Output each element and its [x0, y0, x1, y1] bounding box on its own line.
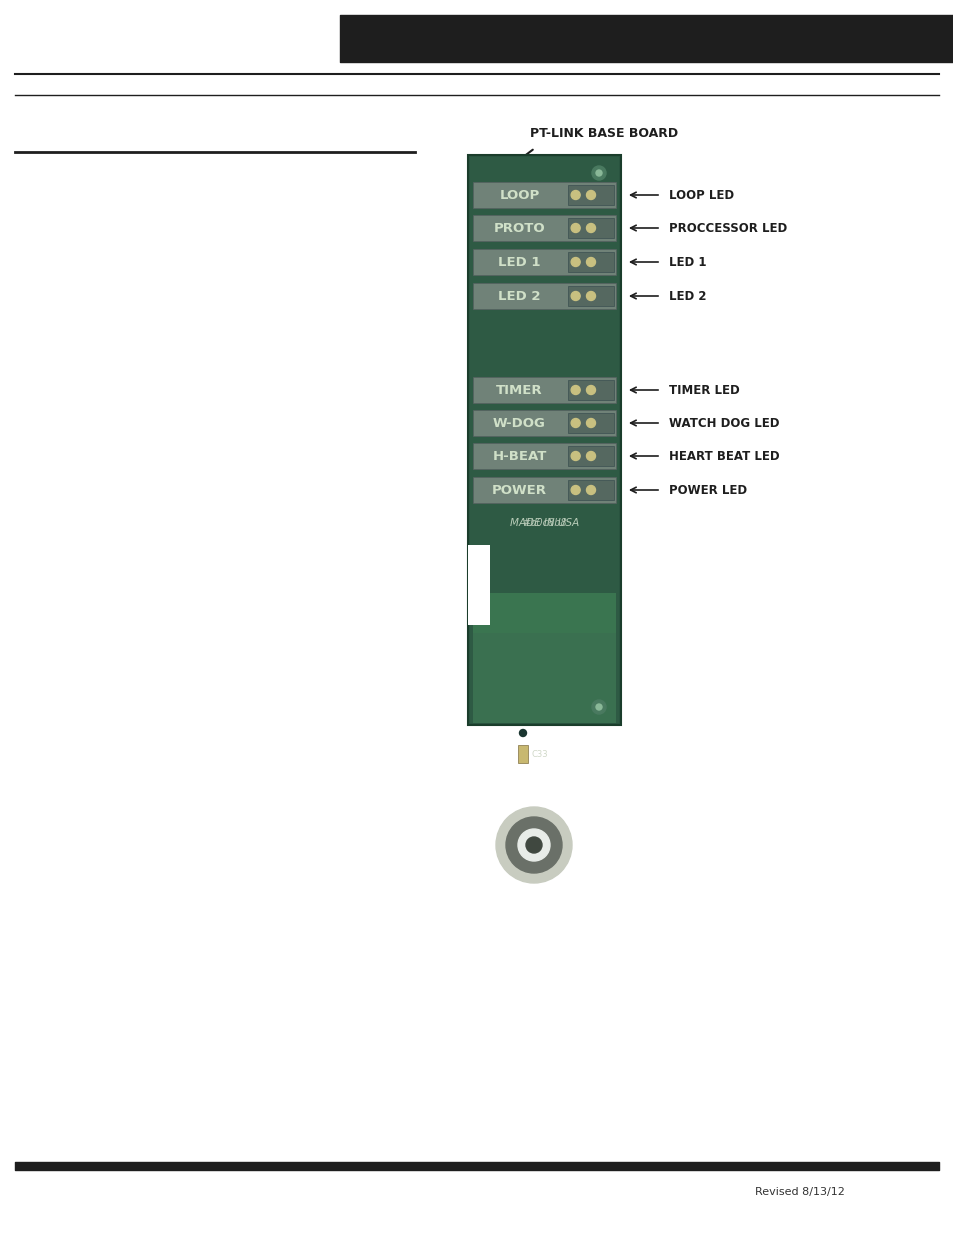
Bar	[473, 377, 616, 403]
Text: W-DOG: W-DOG	[493, 416, 545, 430]
Circle shape	[571, 485, 579, 494]
Bar	[473, 249, 616, 275]
Bar	[473, 477, 616, 503]
Circle shape	[586, 419, 595, 427]
Circle shape	[525, 837, 541, 853]
Bar	[567, 185, 614, 205]
Text: TIMER: TIMER	[496, 384, 542, 396]
Circle shape	[586, 485, 595, 494]
Bar	[567, 252, 614, 272]
Bar	[473, 634, 616, 722]
Circle shape	[586, 224, 595, 232]
Text: LED 1: LED 1	[497, 256, 540, 268]
Text: LOOP: LOOP	[498, 189, 539, 201]
Text: WATCH DOG LED: WATCH DOG LED	[668, 416, 779, 430]
Bar	[567, 287, 614, 306]
Bar	[470, 157, 618, 722]
Bar	[468, 156, 620, 725]
Bar	[468, 545, 490, 625]
Text: POWER LED: POWER LED	[668, 483, 746, 496]
Bar	[473, 182, 616, 207]
Bar	[473, 215, 616, 241]
Text: PROTO: PROTO	[493, 221, 545, 235]
Bar	[473, 283, 616, 309]
Bar	[567, 219, 614, 238]
Circle shape	[596, 170, 601, 177]
Circle shape	[571, 385, 579, 394]
Circle shape	[586, 291, 595, 300]
Text: PT-LINK BASE BOARD: PT-LINK BASE BOARD	[530, 126, 678, 140]
Text: H-BEAT: H-BEAT	[492, 450, 546, 462]
Bar	[567, 380, 614, 400]
Text: LED 2: LED 2	[497, 289, 540, 303]
Bar	[567, 446, 614, 466]
Bar	[517, 745, 527, 763]
Circle shape	[596, 704, 601, 710]
Text: C33: C33	[532, 750, 548, 758]
Circle shape	[571, 224, 579, 232]
Text: LOOP LED: LOOP LED	[668, 189, 734, 201]
Text: LED 2: LED 2	[668, 289, 706, 303]
Text: HEART BEAT LED: HEART BEAT LED	[668, 450, 779, 462]
Bar	[473, 410, 616, 436]
Bar	[567, 412, 614, 433]
Text: PROCCESSOR LED: PROCCESSOR LED	[668, 221, 786, 235]
Text: MADE IN USA: MADE IN USA	[509, 517, 578, 529]
Bar	[567, 480, 614, 500]
Circle shape	[571, 291, 579, 300]
Circle shape	[592, 165, 605, 180]
Circle shape	[592, 700, 605, 714]
Text: LED 1: LED 1	[668, 256, 706, 268]
Circle shape	[586, 258, 595, 267]
Text: POWER: POWER	[492, 483, 546, 496]
Circle shape	[496, 806, 572, 883]
Circle shape	[517, 829, 550, 861]
Circle shape	[586, 452, 595, 461]
Circle shape	[519, 730, 526, 736]
Circle shape	[505, 818, 561, 873]
Text: #b0c8b8: #b0c8b8	[521, 517, 566, 529]
Circle shape	[571, 452, 579, 461]
Circle shape	[571, 258, 579, 267]
Circle shape	[571, 190, 579, 200]
Circle shape	[571, 419, 579, 427]
Circle shape	[586, 190, 595, 200]
Text: TIMER LED: TIMER LED	[668, 384, 739, 396]
Circle shape	[586, 385, 595, 394]
Bar	[473, 593, 616, 722]
Bar	[473, 443, 616, 469]
Text: Revised 8/13/12: Revised 8/13/12	[755, 1187, 844, 1197]
